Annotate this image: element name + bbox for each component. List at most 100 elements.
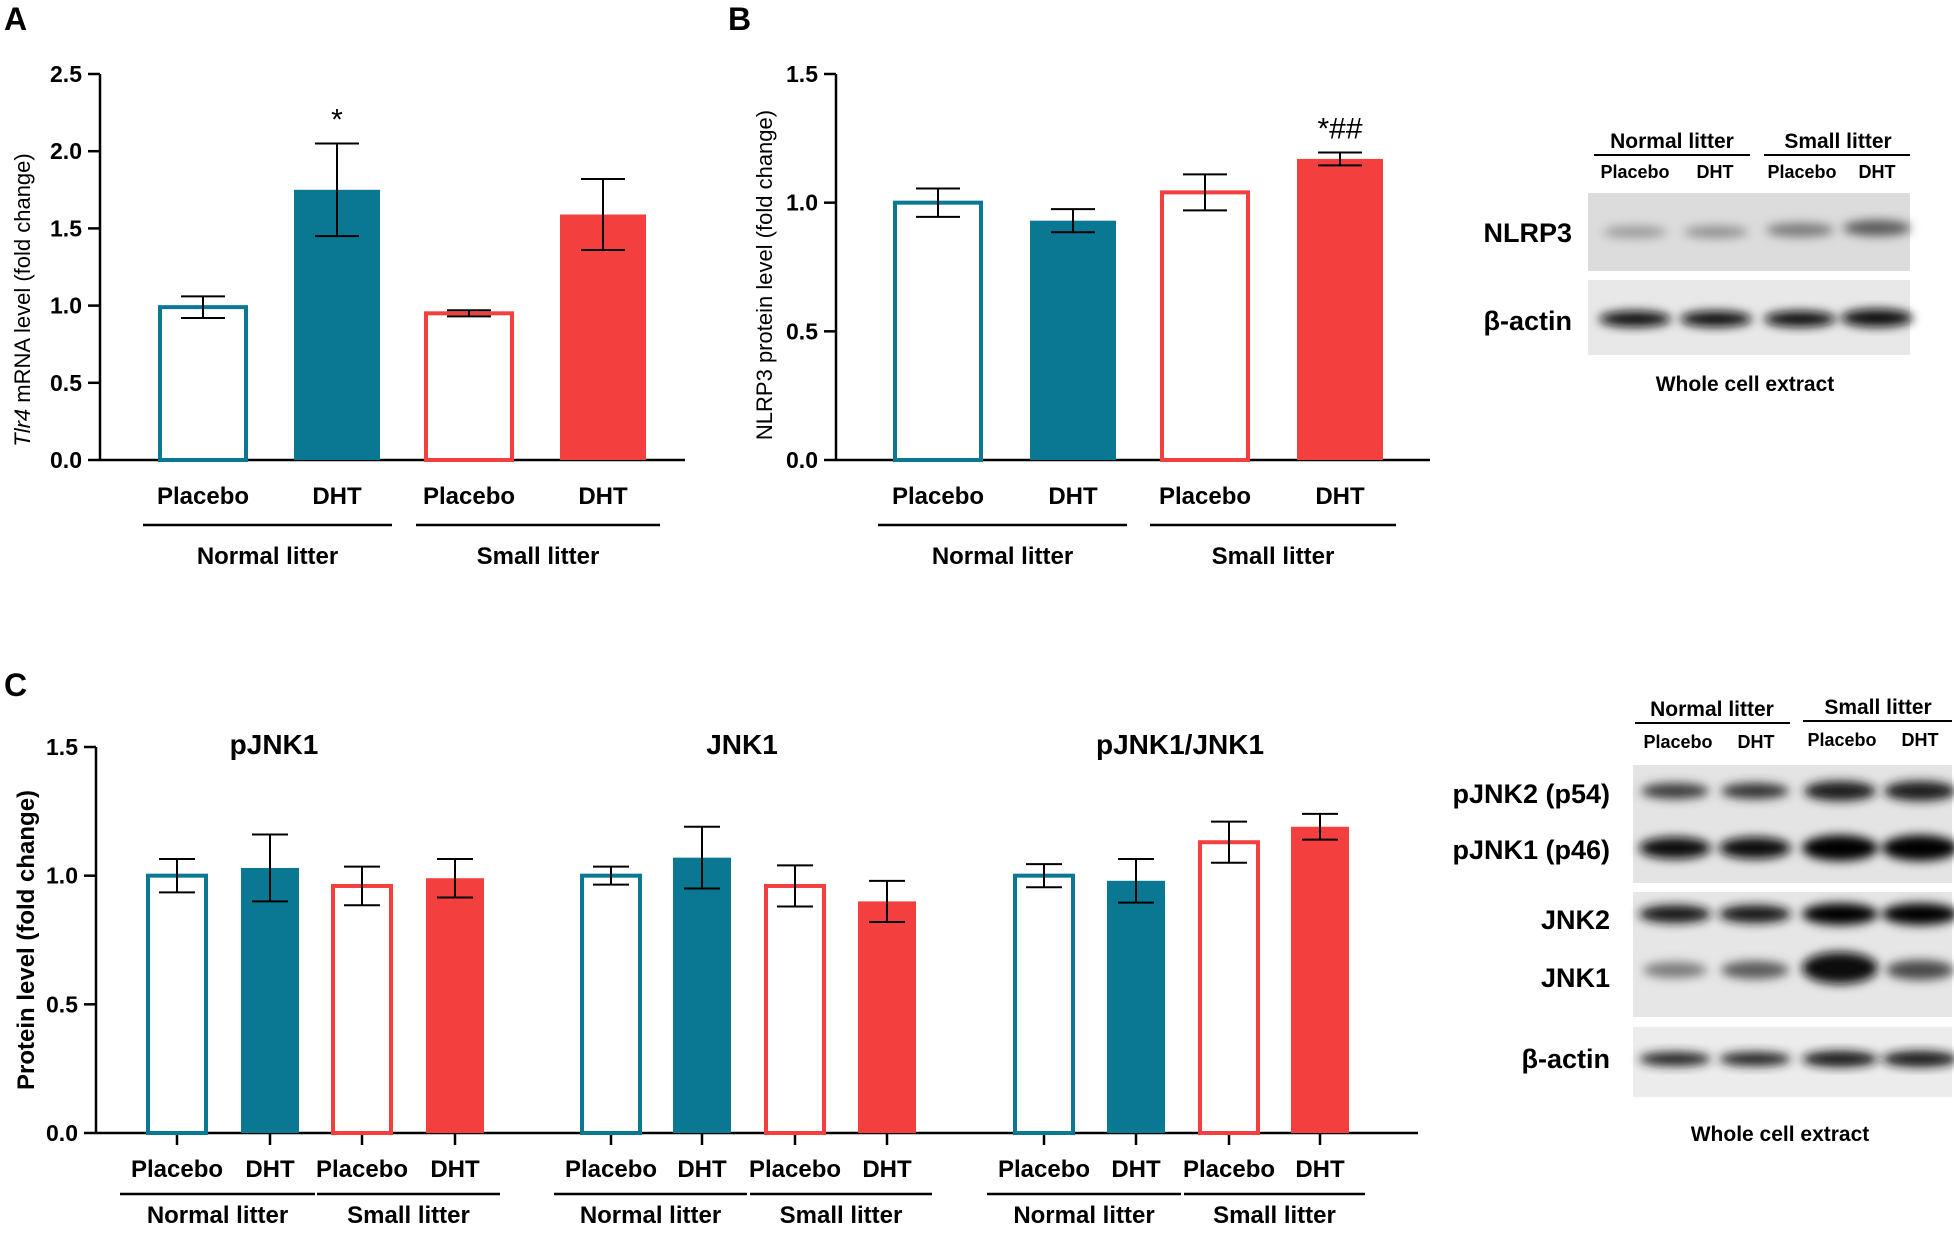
blot-b-caption: Whole cell extract — [1656, 373, 1835, 396]
panel-letter-c: C — [4, 667, 27, 703]
blot-c-lane-3: Placebo — [1807, 730, 1876, 750]
chart-b-group-label: Normal litter — [932, 543, 1073, 570]
blot-b-row-actin: β-actin — [1484, 306, 1573, 336]
chart-a-x-label: Placebo — [157, 483, 249, 510]
chart-c-panel-3-title: pJNK1/JNK1 — [1096, 729, 1264, 760]
chart-c-panel-2-bar — [764, 883, 826, 1136]
chart-c-panel-1-bar — [146, 873, 208, 1136]
chart-b-bar — [1297, 158, 1383, 461]
chart-a-y-label-text: mRNA level (fold change) — [10, 153, 35, 409]
chart-b-bar — [1160, 190, 1250, 463]
chart-b-significance: *## — [1317, 112, 1362, 145]
chart-a-bar — [560, 214, 646, 460]
chart-c-jnk-protein: 0.0 0.5 1.0 1.5 Protein level (fold change) p… — [13, 729, 1418, 1229]
chart-a-y-tick-label: 1.0 — [50, 293, 82, 319]
chart-a-y-tick-label: 0.5 — [50, 370, 82, 396]
blot-b-row-nlrp3: NLRP3 — [1483, 218, 1572, 248]
chart-c-panel-1-x-label: Placebo — [316, 1156, 408, 1183]
chart-b-y-tick-label: 0.0 — [786, 447, 818, 473]
chart-c-panel-2-x-label: DHT — [862, 1156, 912, 1183]
chart-c-panel-2-x-label: Placebo — [565, 1156, 657, 1183]
blot-b-nlrp3-bands — [1603, 220, 1911, 238]
band — [1804, 781, 1876, 801]
chart-c-panel-2-bar — [673, 857, 731, 1133]
chart-c-panel-1-bar — [331, 883, 393, 1136]
blot-c-lane-4: DHT — [1902, 730, 1939, 750]
chart-a-x-label: DHT — [578, 483, 628, 510]
chart-c-panel-2-x-label: Placebo — [749, 1156, 841, 1183]
blot-b-lane-4: DHT — [1859, 162, 1896, 182]
chart-c-y-tick-label: 0.0 — [46, 1120, 78, 1146]
band — [1721, 961, 1789, 979]
blot-c-lane-1: Placebo — [1643, 732, 1712, 752]
chart-a-y-tick-label: 2.5 — [50, 61, 82, 87]
band — [1639, 905, 1711, 923]
chart-b-x-label: DHT — [1315, 483, 1365, 510]
blot-c-row-jnk1: JNK1 — [1541, 963, 1610, 993]
band — [1882, 835, 1954, 861]
chart-c-y-tick-label: 1.5 — [46, 734, 78, 760]
chart-b-y-tick-label: 0.5 — [786, 318, 818, 344]
band — [1802, 903, 1878, 925]
chart-c-y-tick-label: 1.0 — [46, 863, 78, 889]
chart-c-panel-2-group-label: Normal litter — [580, 1202, 721, 1229]
band — [1721, 783, 1789, 799]
blot-b-lane-3: Placebo — [1767, 162, 1836, 182]
band — [1641, 783, 1709, 799]
blot-b-header-normal: Normal litter — [1610, 130, 1734, 153]
band — [1882, 1051, 1954, 1067]
band — [1802, 835, 1878, 861]
chart-c-panel-3-bar — [1013, 873, 1075, 1136]
band — [1884, 781, 1954, 801]
chart-b-y-tick-label: 1.0 — [786, 190, 818, 216]
chart-c-panel-3-x-label: Placebo — [998, 1156, 1090, 1183]
chart-c-panel-2-group-label: Small litter — [780, 1202, 903, 1229]
band — [1764, 311, 1836, 327]
chart-c-y-tick-label: 0.5 — [46, 991, 78, 1017]
band — [1843, 220, 1911, 236]
band — [1643, 962, 1707, 978]
band — [1802, 1051, 1878, 1067]
chart-c-panel-3-bar — [1291, 826, 1349, 1133]
chart-b-group-label: Small litter — [1212, 543, 1335, 570]
blot-c-lane-2: DHT — [1738, 732, 1775, 752]
blot-c-header-small: Small litter — [1824, 696, 1931, 719]
blot-c-row-pjnk1: pJNK1 (p46) — [1452, 835, 1610, 865]
chart-c-y-label: Protein level (fold change) — [13, 790, 40, 1090]
chart-b-y-label: NLRP3 protein level (fold change) — [752, 110, 777, 440]
chart-a-bar — [424, 311, 514, 462]
western-blot-c: Normal litter Small litter Placebo DHT P… — [1452, 696, 1954, 1146]
band — [1639, 1052, 1711, 1066]
chart-c-panel-3-x-label: DHT — [1111, 1156, 1161, 1183]
chart-a-group-label: Normal litter — [197, 543, 338, 570]
chart-c-panel-3-bar — [1107, 880, 1165, 1133]
band — [1719, 1052, 1791, 1066]
blot-c-row-pjnk2: pJNK2 (p54) — [1452, 779, 1610, 809]
band — [1639, 837, 1711, 859]
chart-a-y-tick-label: 2.0 — [50, 138, 82, 164]
chart-c-panel-1-x-label: DHT — [430, 1156, 480, 1183]
chart-c-panel-3-group-label: Small litter — [1213, 1202, 1336, 1229]
chart-a-y-tick-label: 0.0 — [50, 447, 82, 473]
chart-b-y-tick-label: 1.5 — [786, 61, 818, 87]
chart-a-tlr4-mrna: 0.0 0.5 1.0 1.5 2.0 2.5 Placebo DHT * Placebo DHT N… — [10, 61, 685, 570]
chart-a-y-tick-label: 1.5 — [50, 215, 82, 241]
blot-c-caption: Whole cell extract — [1691, 1123, 1870, 1146]
chart-c-panel-1-group-label: Normal litter — [147, 1202, 288, 1229]
chart-a-x-label: Placebo — [423, 483, 515, 510]
band — [1684, 226, 1748, 238]
band — [1802, 952, 1878, 984]
band — [1841, 309, 1913, 327]
chart-c-panel-1-bar — [241, 867, 299, 1133]
chart-c-panel-2-title: JNK1 — [706, 729, 778, 760]
blot-c-actin-bands — [1639, 1051, 1954, 1067]
chart-b-x-label: DHT — [1048, 483, 1098, 510]
band — [1680, 311, 1752, 327]
band — [1603, 226, 1667, 238]
band — [1766, 223, 1834, 237]
chart-b-bar — [893, 200, 983, 463]
chart-c-panel-2-x-label: DHT — [677, 1156, 727, 1183]
band — [1719, 837, 1791, 859]
chart-c-panel-1-x-label: DHT — [245, 1156, 295, 1183]
